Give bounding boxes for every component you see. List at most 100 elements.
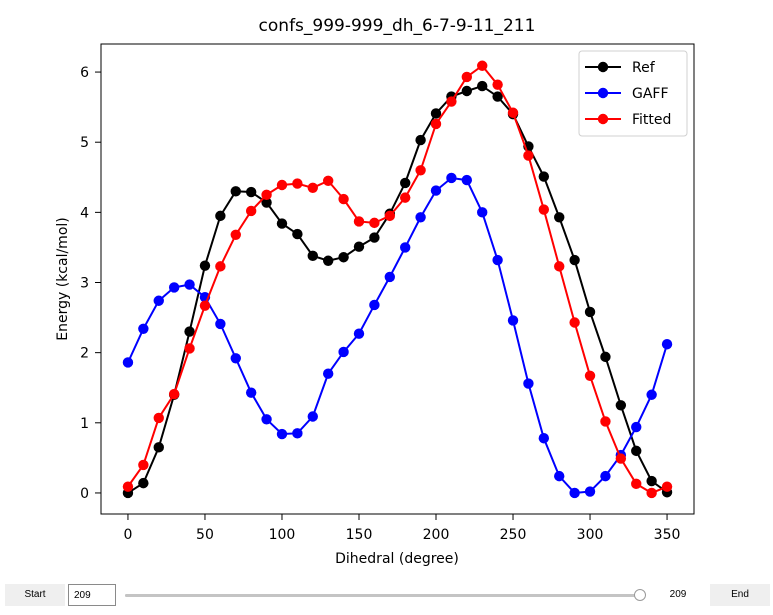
data-point-ref	[322, 255, 334, 266]
frame-input[interactable]	[68, 584, 116, 606]
data-point-gaff	[384, 271, 395, 283]
data-point-ref	[261, 197, 272, 208]
data-point-fitted	[646, 487, 657, 499]
legend: Ref GAFF Fitted	[578, 50, 688, 137]
data-point-ref	[631, 445, 642, 457]
data-point-ref	[369, 232, 380, 243]
data-point-gaff	[646, 389, 657, 400]
y-tick-label: 6	[80, 65, 89, 81]
y-tick-label: 4	[80, 205, 89, 221]
data-point-fitted	[507, 107, 519, 118]
data-point-gaff	[538, 433, 550, 444]
data-point-gaff	[430, 185, 442, 196]
data-point-gaff	[184, 279, 195, 290]
data-point-ref	[461, 85, 473, 97]
data-point-ref	[215, 210, 226, 222]
data-point-gaff	[369, 299, 380, 311]
data-point-gaff	[415, 212, 426, 223]
data-point-gaff	[507, 315, 519, 326]
data-point-ref	[554, 212, 565, 223]
x-tick-label: 300	[577, 527, 604, 543]
x-ticks: 0 50 100 150 200 250 300 350	[123, 514, 680, 543]
y-axis-label: Energy (kcal/mol)	[55, 217, 71, 340]
data-point-gaff	[230, 353, 241, 364]
x-tick-label: 150	[346, 527, 373, 543]
data-point-gaff	[584, 486, 596, 497]
data-point-ref	[230, 186, 241, 197]
data-point-gaff	[276, 428, 288, 440]
y-ticks: 0 1 2 3 4 5 6	[80, 65, 101, 502]
data-point-gaff	[631, 421, 642, 433]
start-button[interactable]: Start	[5, 584, 65, 606]
data-point-ref	[430, 108, 442, 119]
data-point-fitted	[122, 481, 134, 492]
frame-readout: 209	[669, 589, 687, 600]
plot-frame	[100, 43, 695, 515]
data-point-ref	[615, 400, 627, 411]
data-point-fitted	[569, 317, 580, 328]
y-tick-label: 2	[80, 346, 89, 362]
legend-label-gaff: GAFF	[632, 86, 669, 102]
data-point-fitted	[230, 229, 241, 241]
x-tick-label: 200	[423, 527, 450, 543]
data-point-fitted	[661, 481, 673, 492]
data-point-fitted	[492, 79, 503, 90]
data-point-ref	[338, 252, 349, 263]
data-point-ref	[538, 171, 550, 182]
data-point-ref	[477, 80, 488, 92]
data-point-fitted	[276, 179, 288, 191]
data-point-ref	[600, 351, 611, 363]
series-layer	[122, 60, 673, 499]
end-button[interactable]: End	[710, 584, 770, 606]
data-point-gaff	[215, 318, 226, 330]
y-tick-label: 3	[80, 276, 89, 292]
data-point-fitted	[584, 370, 596, 382]
data-point-ref	[245, 186, 257, 198]
data-point-fitted	[184, 343, 195, 354]
data-point-fitted	[400, 192, 411, 203]
frame-slider-handle[interactable]	[634, 589, 646, 601]
data-point-fitted	[384, 210, 395, 222]
data-point-gaff	[153, 295, 164, 306]
data-point-fitted	[523, 150, 534, 161]
data-point-fitted	[554, 261, 565, 272]
data-point-fitted	[477, 60, 488, 71]
data-point-fitted	[461, 71, 473, 83]
data-point-gaff	[292, 428, 303, 439]
data-point-gaff	[245, 387, 257, 398]
y-tick-label: 5	[80, 135, 89, 151]
data-point-gaff	[261, 414, 272, 425]
legend-label-ref: Ref	[632, 60, 656, 76]
data-point-gaff	[138, 323, 149, 335]
data-point-fitted	[215, 261, 226, 272]
data-point-gaff	[461, 174, 473, 186]
data-point-gaff	[322, 368, 334, 379]
data-point-gaff	[307, 411, 318, 422]
data-point-fitted	[369, 217, 380, 229]
data-point-ref	[492, 91, 503, 102]
series-line-ref	[127, 84, 668, 494]
data-point-gaff	[492, 254, 503, 266]
data-point-ref	[276, 218, 288, 229]
data-point-fitted	[307, 182, 318, 194]
frame-slider[interactable]	[125, 589, 646, 601]
data-point-fitted	[168, 388, 180, 400]
data-point-fitted	[261, 189, 272, 201]
x-tick-label: 250	[500, 527, 527, 543]
data-point-fitted	[430, 118, 442, 130]
x-axis-label: Dihedral (degree)	[335, 551, 459, 567]
data-point-fitted	[138, 459, 149, 471]
data-point-gaff	[569, 487, 580, 499]
data-point-fitted	[322, 175, 334, 186]
data-point-ref	[400, 177, 411, 189]
legend-marker-ref	[597, 61, 609, 73]
data-point-gaff	[661, 339, 673, 350]
data-point-ref	[153, 442, 164, 453]
data-point-ref	[569, 254, 580, 266]
frame-slider-fill	[125, 594, 640, 597]
legend-marker-gaff	[597, 87, 609, 99]
legend-marker-fitted	[597, 113, 609, 125]
data-point-fitted	[199, 300, 211, 311]
data-point-fitted	[415, 165, 426, 176]
x-tick-label: 350	[654, 527, 681, 543]
